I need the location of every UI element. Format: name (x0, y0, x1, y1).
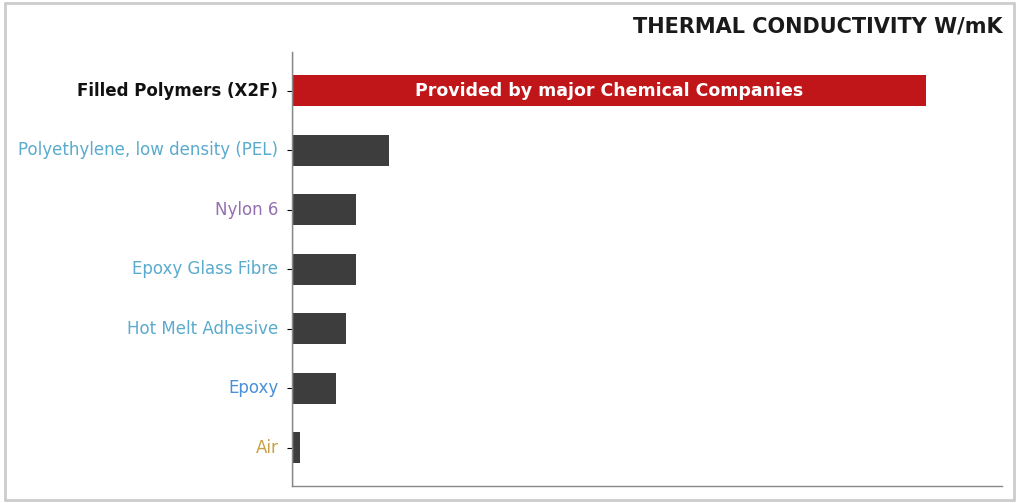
Bar (292, 135, 389, 165)
Bar (292, 75, 926, 106)
Text: Hot Melt Adhesive: Hot Melt Adhesive (127, 320, 278, 338)
Bar (292, 254, 356, 285)
Text: THERMAL CONDUCTIVITY W/mK: THERMAL CONDUCTIVITY W/mK (633, 17, 1003, 37)
Text: Provided by major Chemical Companies: Provided by major Chemical Companies (416, 82, 804, 100)
Bar (292, 432, 300, 463)
Text: Filled Polymers (X2F): Filled Polymers (X2F) (77, 82, 278, 100)
Text: Epoxy: Epoxy (228, 379, 278, 397)
Text: Epoxy Glass Fibre: Epoxy Glass Fibre (132, 260, 278, 278)
Bar (292, 194, 356, 225)
Bar (292, 373, 335, 403)
Text: Air: Air (256, 439, 278, 457)
Text: Nylon 6: Nylon 6 (215, 201, 278, 219)
Bar (292, 313, 345, 344)
Text: Polyethylene, low density (PEL): Polyethylene, low density (PEL) (18, 141, 278, 159)
